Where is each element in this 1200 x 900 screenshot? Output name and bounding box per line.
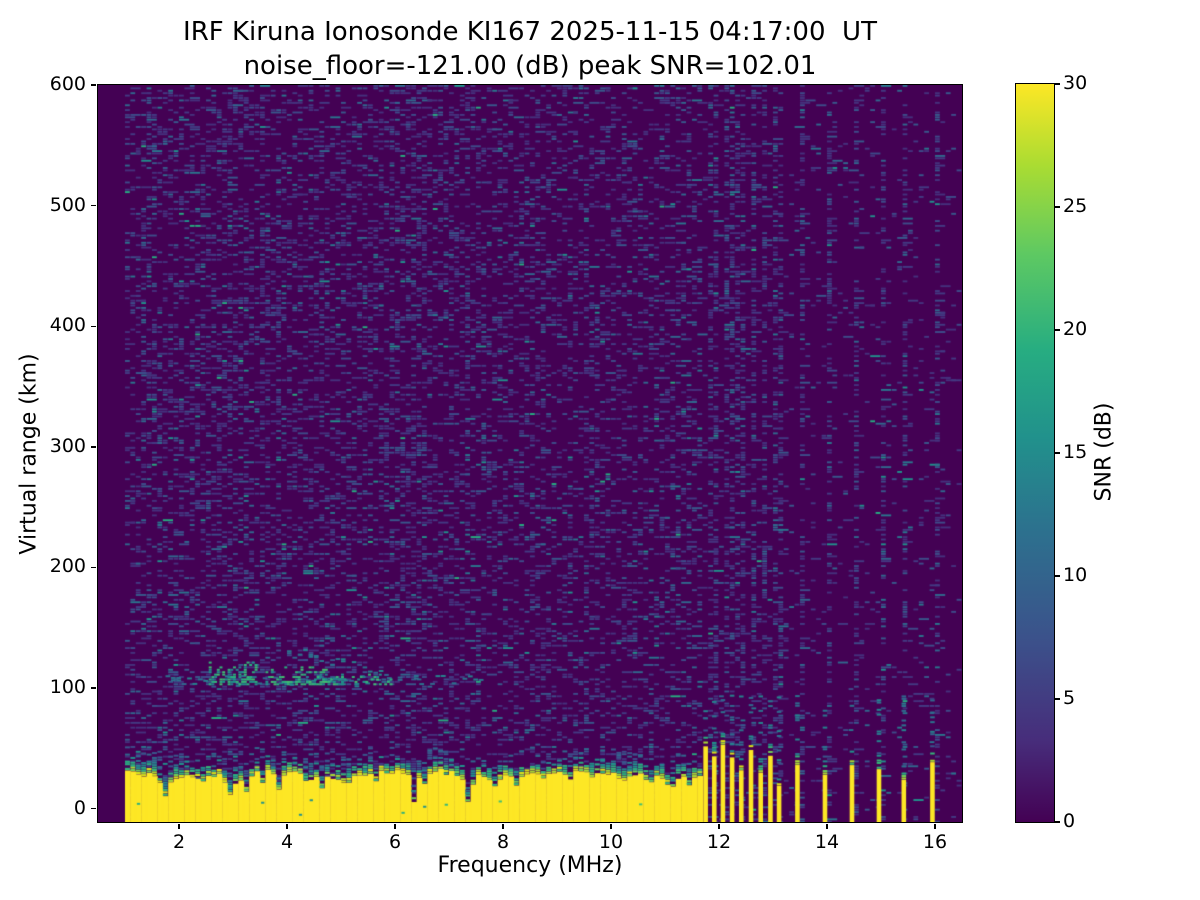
y-tick-mark: [91, 808, 96, 810]
x-tick-mark: [394, 824, 396, 829]
colorbar-tick-label: 20: [1063, 318, 1088, 340]
y-tick-mark: [91, 84, 96, 86]
x-tick-mark: [286, 824, 288, 829]
colorbar-label: SNR (dB): [1091, 402, 1117, 502]
colorbar-tick-mark: [1055, 821, 1060, 823]
x-tick-label: 10: [598, 831, 624, 853]
colorbar-tick-mark: [1055, 83, 1060, 85]
x-tick-mark: [718, 824, 720, 829]
figure-subtitle: noise_floor=-121.00 (dB) peak SNR=102.01: [243, 51, 817, 81]
heatmap-plot-area: [97, 84, 963, 823]
y-tick-mark: [91, 325, 96, 327]
y-tick-label: 100: [49, 676, 86, 699]
y-tick-label: 0: [73, 796, 86, 819]
colorbar-tick-mark: [1055, 575, 1060, 577]
colorbar-tick-label: 30: [1063, 72, 1088, 94]
x-tick-mark: [178, 824, 180, 829]
x-tick-label: 16: [922, 831, 948, 853]
colorbar: [1015, 83, 1055, 823]
ionogram-heatmap-canvas: [98, 85, 962, 822]
colorbar-tick-label: 15: [1063, 441, 1088, 463]
colorbar-tick-label: 0: [1063, 810, 1076, 832]
x-tick-mark: [610, 824, 612, 829]
x-tick-label: 2: [172, 831, 186, 853]
y-tick-label: 300: [49, 434, 86, 457]
y-tick-label: 400: [49, 314, 86, 337]
x-tick-mark: [826, 824, 828, 829]
colorbar-tick-mark: [1055, 329, 1060, 331]
colorbar-tick-label: 10: [1063, 564, 1088, 586]
colorbar-tick-mark: [1055, 452, 1060, 454]
y-tick-mark: [91, 446, 96, 448]
y-tick-label: 500: [49, 193, 86, 216]
y-tick-mark: [91, 204, 96, 207]
x-tick-mark: [502, 824, 504, 829]
figure-title: IRF Kiruna Ionosonde KI167 2025-11-15 04…: [183, 17, 877, 47]
colorbar-tick-label: 25: [1063, 195, 1088, 217]
x-tick-label: 14: [814, 831, 840, 853]
y-tick-label: 200: [49, 555, 86, 578]
x-tick-label: 4: [280, 831, 294, 853]
y-tick-mark: [91, 687, 96, 689]
colorbar-tick-label: 5: [1063, 687, 1076, 709]
colorbar-tick-mark: [1055, 206, 1060, 208]
x-tick-label: 8: [496, 831, 510, 853]
y-tick-mark: [91, 566, 96, 569]
y-tick-label: 600: [49, 73, 86, 95]
x-tick-mark: [934, 824, 936, 829]
x-tick-label: 6: [388, 831, 402, 853]
x-tick-label: 12: [706, 831, 732, 853]
x-axis-label: Frequency (MHz): [437, 853, 623, 878]
colorbar-tick-mark: [1055, 698, 1060, 700]
